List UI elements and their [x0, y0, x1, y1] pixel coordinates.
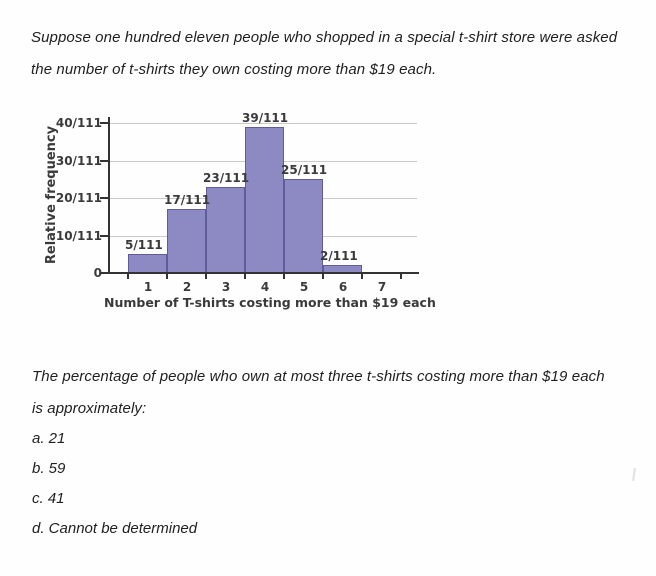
- answer-option-c: c. 41: [32, 490, 65, 507]
- bar: [206, 187, 245, 273]
- x-tick: [361, 274, 363, 279]
- answer-options: a. 21 b. 59 c. 41 d. Cannot be determine…: [32, 424, 197, 544]
- answer-option-d: d. Cannot be determined: [32, 520, 198, 537]
- x-tick: [244, 274, 246, 279]
- bar: [245, 127, 284, 273]
- y-axis-label: Relative frequency: [44, 125, 59, 265]
- bar-value-label: 23/111: [203, 171, 250, 185]
- intro-paragraph: Suppose one hundred eleven people who sh…: [31, 22, 617, 86]
- y-tick: [100, 235, 108, 237]
- x-tick: [400, 274, 402, 279]
- x-tick-label: 1: [143, 280, 153, 294]
- x-tick: [127, 274, 129, 279]
- y-tick-label: 30/111: [55, 154, 102, 168]
- gridline: [110, 123, 417, 124]
- x-tick-label: 5: [299, 280, 309, 294]
- question-line-2: is approximately:: [32, 400, 147, 417]
- x-tick: [283, 274, 285, 279]
- y-tick-label: 40/111: [55, 116, 102, 130]
- bar: [128, 254, 167, 273]
- question-paragraph: The percentage of people who own at most…: [32, 361, 605, 425]
- x-tick: [322, 274, 324, 279]
- x-tick: [166, 274, 168, 279]
- bar: [167, 209, 206, 273]
- y-tick: [100, 197, 108, 199]
- bar-value-label: 5/111: [125, 238, 163, 252]
- bar-value-label: 17/111: [164, 193, 211, 207]
- y-tick: [100, 272, 108, 274]
- answer-option-b: b. 59: [32, 460, 66, 477]
- question-line-1: The percentage of people who own at most…: [32, 368, 605, 385]
- x-axis: [106, 272, 419, 274]
- x-tick-label: 4: [260, 280, 270, 294]
- x-tick-label: 6: [338, 280, 348, 294]
- x-tick-label: 3: [221, 280, 231, 294]
- y-tick: [100, 160, 108, 162]
- answer-option-a: a. 21: [32, 430, 66, 447]
- x-axis-label: Number of T-shirts costing more than $19…: [104, 295, 436, 310]
- bar-value-label: 2/111: [320, 249, 358, 263]
- intro-line-2: the number of t-shirts they own costing …: [31, 61, 437, 78]
- y-tick-label: 0: [93, 266, 102, 280]
- x-tick-label: 2: [182, 280, 192, 294]
- x-tick: [205, 274, 207, 279]
- intro-line-1: Suppose one hundred eleven people who sh…: [31, 29, 618, 46]
- bar-value-label: 25/111: [281, 163, 328, 177]
- bar-value-label: 39/111: [242, 111, 289, 125]
- x-tick-label: 7: [377, 280, 387, 294]
- bar: [284, 179, 323, 273]
- y-tick-label: 10/111: [55, 229, 102, 243]
- y-tick-label: 20/111: [55, 191, 102, 205]
- y-tick: [100, 122, 108, 124]
- y-axis: [108, 117, 110, 274]
